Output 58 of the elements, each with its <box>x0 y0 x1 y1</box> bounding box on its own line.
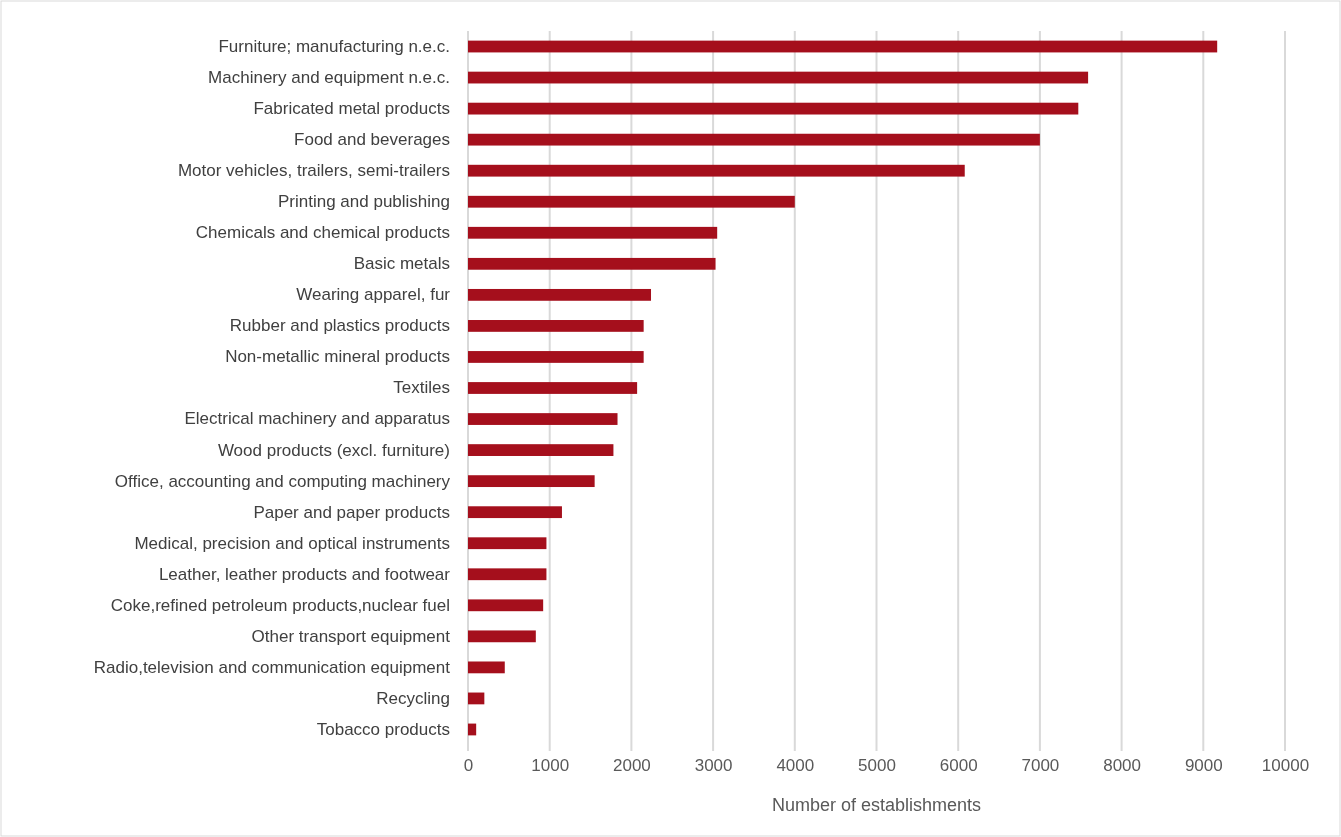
x-tick-label: 7000 <box>1021 756 1060 776</box>
bar <box>468 40 1218 53</box>
bar <box>468 257 716 270</box>
x-tick-label: 10000 <box>1261 756 1310 776</box>
bar <box>468 475 595 488</box>
x-tick-label: 6000 <box>939 756 978 776</box>
bar <box>468 382 638 394</box>
y-tick-label: Wood products (excl. furniture) <box>217 440 450 460</box>
bar <box>468 444 614 456</box>
y-tick-label: Furniture; manufacturing n.e.c. <box>218 36 450 56</box>
x-tick-label: 8000 <box>1103 756 1142 776</box>
y-tick-label: Paper and paper products <box>253 502 450 522</box>
y-tick-label: Rubber and plastics products <box>229 316 450 336</box>
bar <box>468 661 505 674</box>
y-tick-label: Electrical machinery and apparatus <box>184 409 450 429</box>
y-tick-label: Motor vehicles, trailers, semi-trailers <box>177 161 450 181</box>
bar <box>468 164 965 177</box>
x-tick-label: 3000 <box>694 756 733 776</box>
y-tick-label: Leather, leather products and footwear <box>158 564 451 584</box>
y-tick-label: Basic metals <box>353 254 450 274</box>
y-tick-label: Machinery and equipment n.e.c. <box>208 68 450 88</box>
y-tick-label: Wearing apparel, fur <box>296 285 451 305</box>
y-tick-label: Printing and publishing <box>277 192 450 212</box>
bar <box>468 351 644 363</box>
bar <box>468 102 1079 115</box>
bar <box>468 630 536 643</box>
y-tick-label: Non-metallic mineral products <box>225 347 450 367</box>
bar <box>468 288 652 301</box>
y-tick-label: Fabricated metal products <box>253 99 450 119</box>
bar <box>468 506 562 519</box>
x-tick-label: 1000 <box>531 756 570 776</box>
bar <box>468 320 644 332</box>
x-tick-label: 4000 <box>776 756 815 776</box>
y-tick-label: Tobacco products <box>316 719 450 739</box>
bar <box>468 723 477 736</box>
bar <box>468 568 547 581</box>
x-tick-label: 2000 <box>612 756 651 776</box>
y-tick-label: Food and beverages <box>294 130 450 150</box>
bar <box>468 226 718 239</box>
bar <box>468 195 795 208</box>
bar <box>468 133 1040 146</box>
y-tick-label: Recycling <box>376 688 450 708</box>
y-tick-label: Other transport equipment <box>251 626 451 646</box>
bar <box>468 537 547 550</box>
x-tick-label: 9000 <box>1184 756 1223 776</box>
y-tick-label: Radio,television and communication equipment <box>93 657 451 677</box>
y-tick-label: Coke,refined petroleum products,nuclear fuel <box>110 595 450 615</box>
x-tick-label: 0 <box>463 756 474 776</box>
bar <box>468 692 485 705</box>
y-tick-label: Chemicals and chemical products <box>195 223 450 243</box>
y-tick-label: Office, accounting and computing machinery <box>114 471 451 491</box>
bar <box>468 71 1089 84</box>
x-axis-title: Number of establishments <box>771 795 982 815</box>
y-tick-label: Medical, precision and optical instruments <box>134 533 450 553</box>
bar <box>468 413 618 425</box>
bar <box>468 599 544 612</box>
x-tick-label: 5000 <box>858 756 896 776</box>
y-tick-label: Textiles <box>393 378 450 398</box>
